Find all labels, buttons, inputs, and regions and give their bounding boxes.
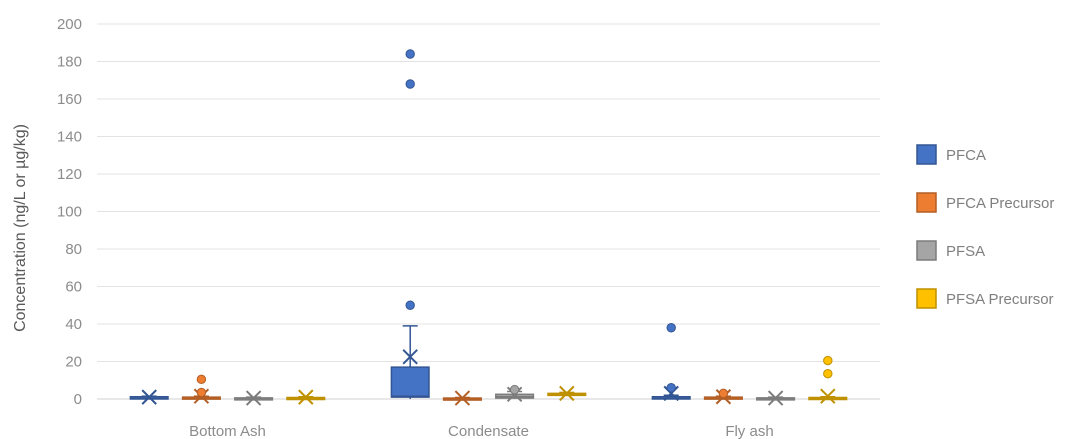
legend-item: PFSA Precursor bbox=[916, 288, 1054, 309]
box-pfsa-precursor bbox=[808, 355, 848, 404]
y-tick-label: 0 bbox=[74, 391, 82, 408]
box-pfca-precursor bbox=[703, 388, 743, 405]
y-tick-label: 100 bbox=[57, 204, 82, 221]
y-axis-tick-labels: 0 20 40 60 80 100 120 140 160 180 200 bbox=[57, 16, 82, 408]
mean-marker bbox=[298, 389, 314, 405]
outlier-point bbox=[405, 79, 415, 89]
box-pfsa bbox=[756, 390, 796, 406]
box-pfca bbox=[390, 49, 430, 399]
outlier-point bbox=[823, 355, 833, 366]
box-pfca bbox=[129, 389, 169, 405]
outlier-point bbox=[666, 383, 676, 393]
mean-marker bbox=[820, 388, 836, 404]
y-tick-label: 60 bbox=[65, 279, 82, 296]
outlier-point bbox=[509, 384, 520, 395]
legend-label: PFSA bbox=[946, 243, 985, 260]
outlier-point bbox=[718, 388, 729, 399]
outlier-point bbox=[196, 374, 207, 385]
outlier-point bbox=[405, 300, 415, 310]
box-pfsa bbox=[495, 384, 535, 403]
box-pfca bbox=[651, 323, 691, 402]
y-tick-label: 20 bbox=[65, 354, 82, 371]
box-pfca-precursor bbox=[181, 374, 221, 404]
legend-swatch bbox=[916, 144, 937, 165]
mean-marker bbox=[559, 385, 575, 402]
mean-marker bbox=[454, 390, 471, 406]
legend: PFCA PFCA Precursor PFSA PFSA Precursor bbox=[916, 144, 1054, 309]
y-tick-label: 120 bbox=[57, 166, 82, 183]
y-axis-title: Concentration (ng/L or µg/kg) bbox=[12, 124, 29, 332]
box-pfsa-precursor bbox=[547, 385, 587, 402]
y-tick-label: 80 bbox=[65, 241, 82, 258]
legend-swatch bbox=[916, 192, 937, 213]
gridlines bbox=[97, 23, 880, 400]
mean-marker bbox=[402, 349, 418, 365]
legend-swatch bbox=[916, 288, 937, 309]
y-tick-label: 180 bbox=[57, 54, 82, 71]
legend-item: PFCA Precursor bbox=[916, 192, 1054, 213]
mean-marker bbox=[767, 390, 784, 406]
outlier-point bbox=[823, 368, 833, 379]
outlier-point bbox=[405, 49, 415, 59]
legend-label: PFCA bbox=[946, 147, 986, 164]
y-tick-label: 200 bbox=[57, 16, 82, 33]
legend-swatch bbox=[916, 240, 937, 261]
box-pfsa-precursor bbox=[286, 389, 326, 405]
x-category-label: Fly ash bbox=[725, 423, 773, 439]
outlier-point bbox=[196, 387, 207, 398]
y-tick-label: 40 bbox=[65, 316, 82, 333]
legend-item: PFSA bbox=[916, 240, 985, 261]
box-pfca-precursor bbox=[442, 390, 482, 406]
box bbox=[390, 366, 430, 398]
legend-label: PFSA Precursor bbox=[946, 291, 1054, 308]
legend-item: PFCA bbox=[916, 144, 986, 165]
mean-marker bbox=[245, 390, 262, 406]
x-category-label: Bottom Ash bbox=[189, 423, 266, 439]
y-tick-label: 140 bbox=[57, 129, 82, 146]
legend-label: PFCA Precursor bbox=[946, 195, 1054, 212]
mean-marker bbox=[141, 389, 157, 405]
box-pfsa bbox=[234, 390, 274, 406]
plot-area bbox=[129, 49, 848, 406]
mean-marker bbox=[663, 385, 679, 402]
y-tick-label: 160 bbox=[57, 91, 82, 108]
outlier-point bbox=[666, 323, 676, 333]
x-axis-category-labels: Bottom Ash Condensate Fly ash bbox=[189, 423, 774, 439]
x-category-label: Condensate bbox=[448, 423, 529, 439]
